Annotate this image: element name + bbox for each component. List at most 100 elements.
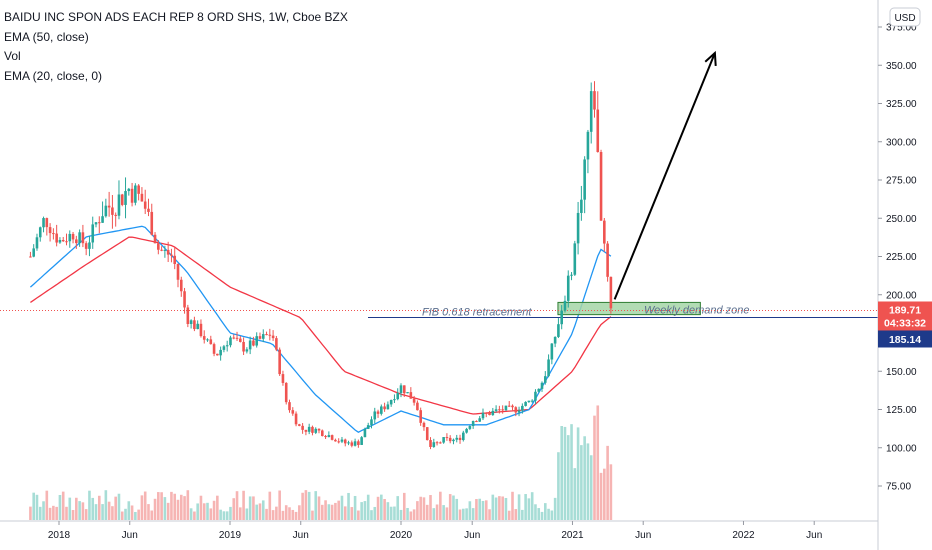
candle-body bbox=[245, 349, 249, 352]
candle-body bbox=[314, 428, 318, 433]
volume-bar bbox=[94, 504, 98, 520]
candle-body bbox=[189, 320, 193, 324]
candle-body bbox=[117, 194, 121, 216]
candle-body bbox=[481, 412, 485, 419]
volume-bar bbox=[307, 491, 311, 520]
volume-bar bbox=[481, 500, 485, 520]
legend-vol[interactable]: Vol bbox=[4, 49, 21, 63]
legend-ema20[interactable]: EMA (20, close, 0) bbox=[4, 68, 103, 83]
price-tick-label: 325.00 bbox=[886, 99, 917, 110]
candle-body bbox=[291, 410, 295, 414]
volume-bar bbox=[402, 492, 406, 520]
volume-bar bbox=[35, 494, 39, 520]
volume-bar bbox=[107, 501, 111, 520]
candle-body bbox=[353, 441, 357, 446]
candle-body bbox=[206, 339, 209, 341]
volume-bar bbox=[409, 511, 413, 520]
volume-bar bbox=[458, 509, 462, 520]
candle-body bbox=[48, 227, 52, 234]
candle-body bbox=[176, 264, 180, 280]
currency-label: USD bbox=[894, 13, 915, 24]
candle-body bbox=[609, 276, 613, 309]
volume-bar bbox=[186, 490, 190, 520]
volume-bar bbox=[304, 490, 308, 520]
volume-bar bbox=[360, 502, 363, 520]
candle-body bbox=[570, 274, 573, 276]
volume-bar bbox=[465, 508, 468, 520]
candle-body bbox=[88, 242, 91, 249]
volume-bar bbox=[419, 496, 422, 520]
time-tick-label: 2018 bbox=[48, 530, 71, 541]
candle-body bbox=[560, 310, 563, 325]
volume-bar bbox=[68, 497, 72, 520]
legend-ema50[interactable]: EMA (50, close) bbox=[4, 29, 89, 44]
volume-bar bbox=[235, 491, 239, 520]
ema20-path bbox=[29, 225, 612, 433]
candle-body bbox=[32, 248, 36, 257]
candle-body bbox=[170, 254, 173, 256]
volume-bar bbox=[271, 510, 275, 520]
ema50-path bbox=[30, 236, 612, 415]
candle-body bbox=[432, 442, 436, 447]
price-tick-label: 250.00 bbox=[886, 214, 917, 225]
volume-bar bbox=[61, 491, 65, 520]
candle-body bbox=[330, 435, 334, 440]
price-tick-label: 300.00 bbox=[886, 137, 917, 148]
legend-symbol[interactable]: BAIDU INC SPON ADS EACH REP 8 ORD SHS, 1… bbox=[4, 10, 348, 24]
volume-bar bbox=[58, 494, 62, 520]
volume-bar bbox=[475, 499, 478, 520]
candle-body bbox=[173, 255, 177, 265]
volume-bar bbox=[268, 491, 272, 520]
price-tick-label: 200.00 bbox=[886, 290, 917, 301]
candle-body bbox=[242, 341, 245, 352]
volume-bar bbox=[157, 492, 160, 520]
volume-bar bbox=[317, 496, 321, 520]
volume-bar bbox=[42, 501, 45, 520]
volume-bar bbox=[366, 494, 370, 520]
volume-bar bbox=[445, 507, 449, 520]
candle-body bbox=[452, 439, 455, 442]
candle-body bbox=[583, 159, 586, 200]
candle-body bbox=[396, 392, 400, 400]
candle-body bbox=[202, 336, 206, 340]
volume-bar bbox=[91, 497, 95, 520]
candle-body bbox=[284, 382, 288, 403]
candle-body bbox=[557, 324, 560, 337]
volume-bar bbox=[603, 468, 606, 520]
candle-body bbox=[334, 439, 337, 442]
volume-bar bbox=[455, 498, 459, 520]
candle-body bbox=[488, 413, 491, 416]
volume-bar bbox=[48, 507, 52, 520]
candle-body bbox=[448, 437, 452, 442]
candle-body bbox=[261, 334, 265, 339]
volume-bar bbox=[32, 492, 36, 520]
volume-bar bbox=[380, 494, 383, 520]
candle-body bbox=[239, 338, 242, 342]
candle-body bbox=[543, 376, 547, 383]
volume-bar bbox=[114, 496, 117, 520]
candle-body bbox=[593, 91, 596, 110]
volume-bar bbox=[199, 495, 203, 520]
candle-body bbox=[494, 409, 498, 411]
candle-body bbox=[248, 340, 252, 350]
candle-body bbox=[75, 239, 78, 244]
volume-bar bbox=[163, 497, 167, 520]
candle-body bbox=[402, 385, 406, 394]
volume-bar bbox=[212, 500, 216, 520]
volume-bar bbox=[560, 426, 563, 520]
candle-body bbox=[350, 442, 354, 446]
candle-body bbox=[573, 243, 577, 275]
candle-body bbox=[458, 437, 462, 441]
volume-bar bbox=[557, 452, 560, 520]
volume-bar bbox=[219, 509, 222, 520]
volume-bar bbox=[583, 436, 586, 520]
volume-bar bbox=[71, 510, 75, 520]
candle-body bbox=[68, 233, 72, 242]
current-price-value: 189.71 bbox=[889, 304, 921, 316]
candle-body bbox=[153, 234, 157, 244]
volume-bar bbox=[606, 445, 609, 520]
volume-bar bbox=[494, 497, 498, 520]
candle-body bbox=[219, 349, 222, 356]
volume-bar bbox=[314, 491, 318, 520]
